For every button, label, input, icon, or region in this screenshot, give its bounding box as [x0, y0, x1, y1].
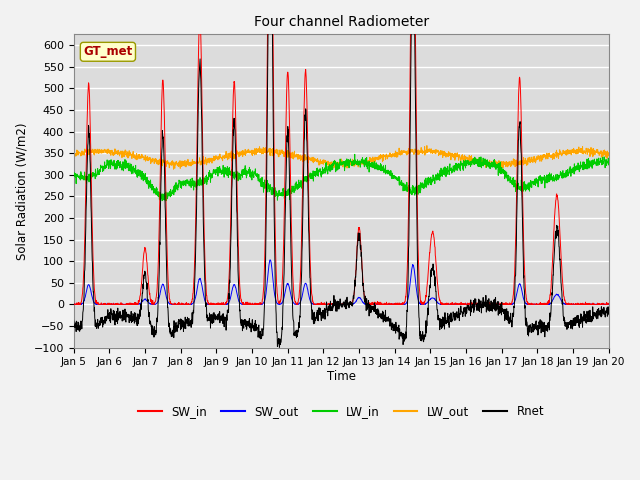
Y-axis label: Solar Radiation (W/m2): Solar Radiation (W/m2)	[15, 122, 28, 260]
Text: GT_met: GT_met	[83, 45, 132, 58]
Title: Four channel Radiometer: Four channel Radiometer	[253, 15, 429, 29]
X-axis label: Time: Time	[327, 370, 356, 383]
Legend: SW_in, SW_out, LW_in, LW_out, Rnet: SW_in, SW_out, LW_in, LW_out, Rnet	[134, 400, 548, 423]
